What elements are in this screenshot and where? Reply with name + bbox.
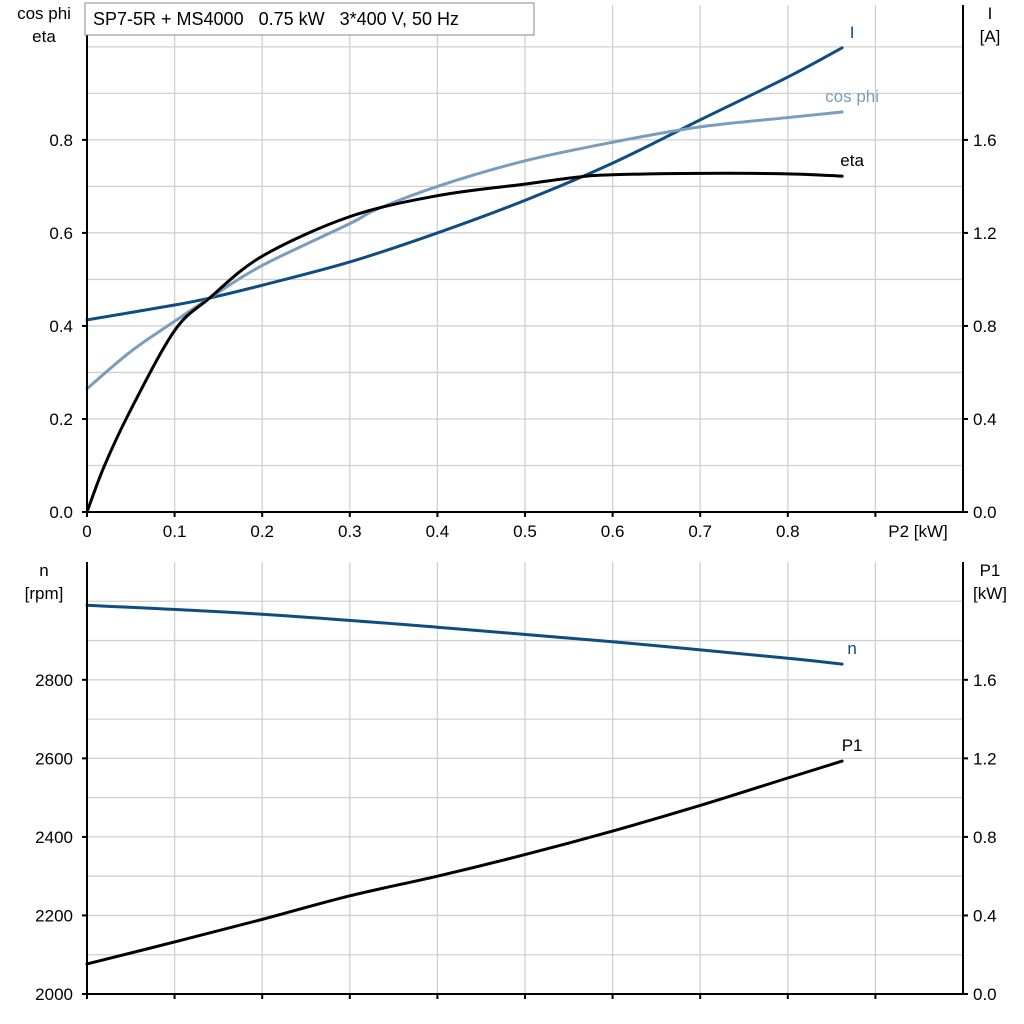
top-chart-grid bbox=[87, 5, 963, 512]
y-tick-label-right: 1.2 bbox=[973, 749, 997, 768]
series-line-eta bbox=[85, 171, 844, 514]
series-line-cos-phi bbox=[85, 110, 844, 391]
series-lines bbox=[85, 46, 844, 966]
y-tick-label-left: 2800 bbox=[35, 671, 73, 690]
y-axis-title-right: I bbox=[988, 4, 993, 23]
y-axis-title-right: P1 bbox=[980, 561, 1001, 580]
title-box bbox=[84, 2, 535, 36]
y-tick-label-right: 1.6 bbox=[973, 131, 997, 150]
y-tick-label-right: 0.4 bbox=[973, 410, 997, 429]
series-label: eta bbox=[840, 151, 864, 170]
x-tick-label: 0.6 bbox=[601, 522, 625, 541]
series-line-n bbox=[85, 603, 844, 666]
x-tick-label: 0.8 bbox=[776, 522, 800, 541]
x-tick-label: 0.4 bbox=[426, 522, 450, 541]
y-axis-title-right: [A] bbox=[980, 27, 1001, 46]
y-tick-label-right: 1.6 bbox=[973, 671, 997, 690]
y-axis-title-left: eta bbox=[32, 27, 56, 46]
y-tick-label-right: 0.0 bbox=[973, 503, 997, 522]
y-tick-label-right: 0.8 bbox=[973, 828, 997, 847]
y-tick-label-left: 2200 bbox=[35, 906, 73, 925]
x-tick-label: 0.2 bbox=[250, 522, 274, 541]
series-label: I bbox=[850, 23, 855, 42]
series-label: P1 bbox=[842, 736, 863, 755]
y-axis-title-left: [rpm] bbox=[25, 584, 64, 603]
y-tick-label-right: 0.4 bbox=[973, 906, 997, 925]
chart-title: SP7-5R + MS4000 0.75 kW 3*400 V, 50 Hz bbox=[93, 9, 459, 29]
y-tick-label-left: 2600 bbox=[35, 749, 73, 768]
y-tick-label-right: 0.0 bbox=[973, 985, 997, 1004]
y-tick-label-right: 0.8 bbox=[973, 317, 997, 336]
bottom-chart-grid bbox=[87, 562, 963, 994]
x-tick-label: 0.1 bbox=[163, 522, 187, 541]
x-axis-label: P2 [kW] bbox=[888, 522, 948, 541]
y-tick-label-left: 0.8 bbox=[49, 131, 73, 150]
labels: 0.0 0.2 0.4 0.6 0.8 0.0 0.4 0.8 1.2 1.6 0 0.1 0.2 0.3… bbox=[17, 4, 1007, 1004]
series-label: cos phi bbox=[825, 87, 879, 106]
y-tick-label-left: 0.4 bbox=[49, 317, 73, 336]
y-tick-label-left: 2000 bbox=[35, 985, 73, 1004]
y-axis-title-left: n bbox=[39, 561, 48, 580]
y-axis-title-right: [kW] bbox=[973, 584, 1007, 603]
x-tick-label: 0.3 bbox=[338, 522, 362, 541]
y-tick-label-left: 0.2 bbox=[49, 410, 73, 429]
y-axis-title-left: cos phi bbox=[17, 4, 71, 23]
y-tick-label-left: 0.0 bbox=[49, 503, 73, 522]
y-tick-label-left: 0.6 bbox=[49, 224, 73, 243]
x-tick-label: 0.7 bbox=[688, 522, 712, 541]
x-tick-label: 0.5 bbox=[513, 522, 537, 541]
y-tick-label-left: 2400 bbox=[35, 828, 73, 847]
y-tick-label-right: 1.2 bbox=[973, 224, 997, 243]
series-line-i bbox=[85, 46, 844, 322]
series-line-p1 bbox=[85, 759, 844, 966]
axes bbox=[82, 5, 968, 999]
series-label: n bbox=[847, 639, 856, 658]
x-tick-label: 0 bbox=[82, 522, 91, 541]
